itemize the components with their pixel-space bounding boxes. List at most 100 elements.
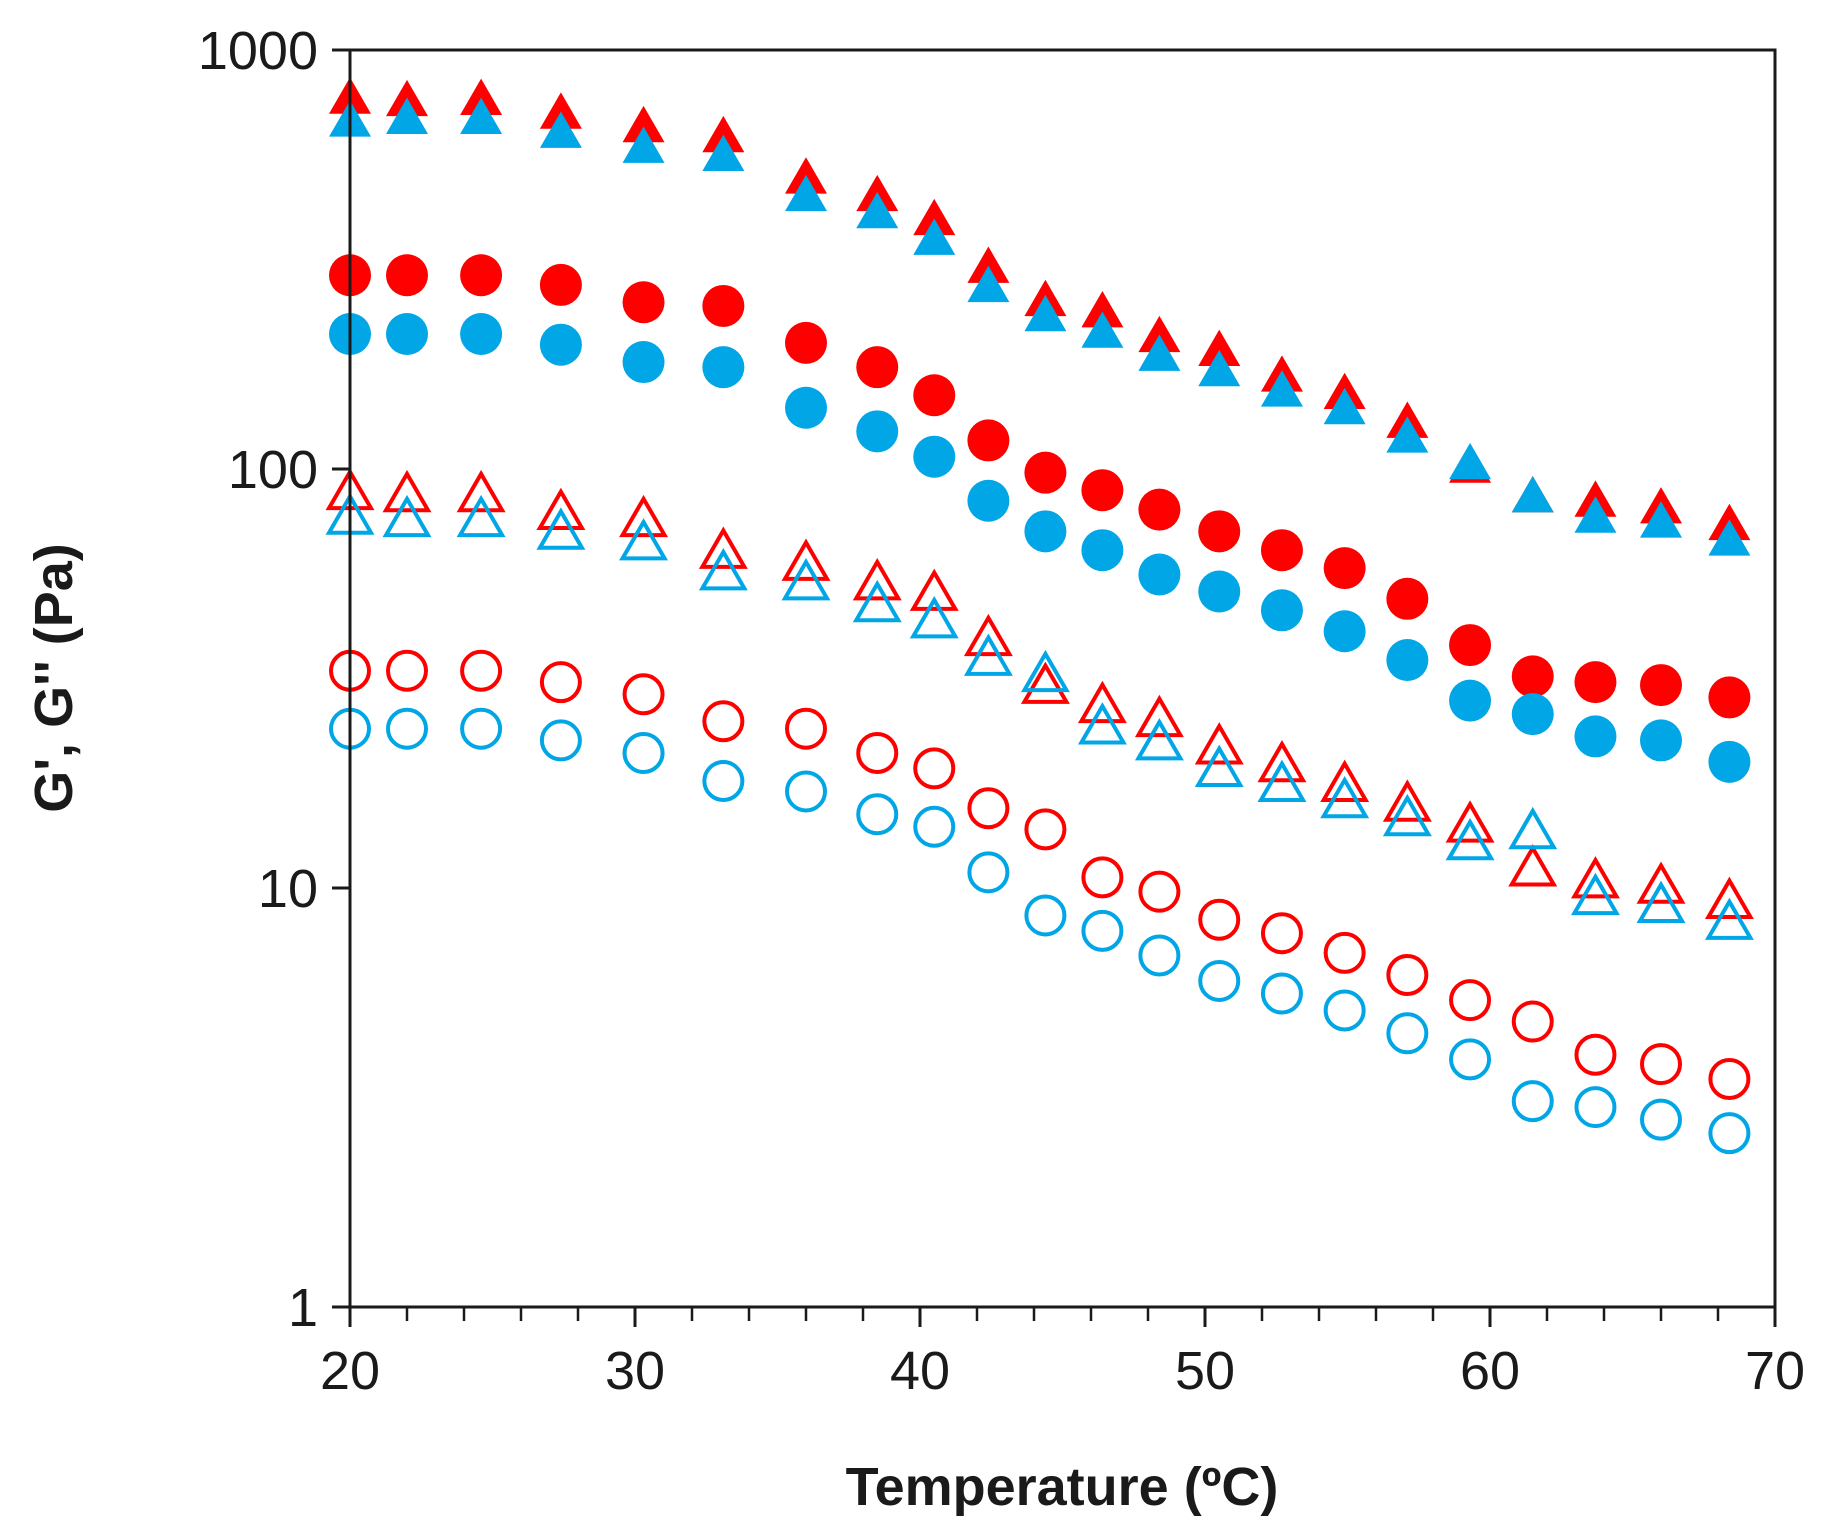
data-point-triangle	[1449, 442, 1492, 480]
data-point-circle	[1386, 639, 1429, 682]
data-point-circle	[1708, 1112, 1751, 1155]
data-point-circle	[702, 760, 745, 803]
data-point-triangle	[386, 97, 428, 134]
data-point-triangle	[781, 538, 831, 581]
data-point-circle	[622, 341, 665, 384]
data-point-triangle	[1198, 329, 1241, 367]
data-point-circle	[386, 312, 428, 355]
data-point-circle	[1081, 529, 1124, 572]
data-point-triangle	[913, 198, 956, 236]
data-point-circle	[1708, 676, 1751, 719]
data-point-circle	[1511, 1000, 1554, 1043]
data-point-triangle	[1260, 370, 1303, 407]
x-tick-label: 60	[1460, 1341, 1520, 1401]
data-point-circle	[1323, 989, 1366, 1032]
data-point-triangle	[622, 105, 665, 143]
data-point-circle	[1260, 529, 1303, 572]
data-point-triangle	[913, 218, 956, 255]
data-point-circle	[785, 321, 827, 364]
data-point-triangle	[382, 494, 432, 538]
data-point-triangle	[781, 558, 831, 601]
data-point-circle	[913, 435, 956, 478]
data-point-triangle	[1386, 416, 1429, 453]
data-point-triangle	[963, 633, 1013, 676]
data-point-triangle	[539, 92, 582, 129]
data-point-triangle	[1570, 856, 1620, 899]
data-point-triangle	[1570, 872, 1620, 916]
data-point-circle	[1260, 972, 1303, 1015]
data-point-circle	[1138, 553, 1181, 596]
data-point-circle	[622, 673, 665, 716]
data-point-circle	[1081, 469, 1124, 512]
data-point-triangle	[1257, 759, 1307, 802]
data-point-triangle	[460, 97, 503, 134]
data-point-circle	[785, 707, 827, 750]
x-tick-label: 30	[605, 1341, 665, 1401]
data-point-triangle	[1024, 294, 1067, 332]
data-point-triangle	[1138, 334, 1181, 371]
data-point-triangle	[702, 134, 745, 171]
data-point-circle	[1386, 953, 1429, 996]
data-point-circle	[1198, 570, 1241, 613]
data-point-triangle	[1708, 519, 1751, 556]
data-point-triangle	[698, 526, 748, 569]
y-tick-label: 10	[258, 859, 318, 919]
data-point-circle	[539, 323, 582, 366]
data-point-circle	[460, 649, 503, 692]
data-point-circle	[1708, 1058, 1751, 1101]
data-point-triangle	[619, 494, 669, 538]
data-point-triangle	[856, 191, 899, 229]
data-point-triangle	[460, 78, 503, 115]
data-point-triangle	[456, 469, 506, 513]
data-point-triangle	[1636, 880, 1686, 923]
data-point-circle	[386, 254, 428, 297]
data-point-circle	[1640, 664, 1682, 707]
data-point-triangle	[1134, 718, 1184, 761]
data-point-circle	[460, 254, 503, 297]
x-tick-label: 70	[1745, 1341, 1805, 1401]
data-point-triangle	[852, 558, 902, 601]
data-point-circle	[1640, 1043, 1682, 1086]
data-point-circle	[856, 410, 899, 453]
data-point-circle	[1574, 1033, 1617, 1076]
data-point-triangle	[1320, 775, 1370, 819]
data-point-circle	[1198, 510, 1241, 553]
y-tick-label: 1000	[198, 21, 318, 81]
data-point-triangle	[1574, 496, 1617, 533]
data-point-triangle	[1320, 759, 1370, 802]
data-point-circle	[785, 386, 827, 429]
data-point-circle	[460, 312, 503, 355]
data-point-circle	[1024, 451, 1067, 494]
data-point-triangle	[1194, 722, 1244, 765]
data-point-triangle	[1020, 649, 1070, 693]
data-point-triangle	[1081, 311, 1124, 348]
data-point-triangle	[698, 547, 748, 591]
y-tick-label: 1	[288, 1278, 318, 1338]
data-point-circle	[622, 281, 665, 324]
data-point-circle	[967, 419, 1010, 462]
data-point-circle	[1081, 856, 1124, 899]
data-point-circle	[967, 479, 1010, 522]
data-point-triangle	[539, 111, 582, 148]
data-point-triangle	[967, 265, 1010, 303]
x-axis-title: Temperature (ºC)	[846, 1457, 1279, 1517]
data-point-triangle	[1020, 661, 1070, 704]
data-point-triangle	[536, 507, 586, 550]
data-point-triangle	[1382, 779, 1432, 822]
data-point-triangle	[909, 568, 959, 611]
data-point-triangle	[1704, 897, 1754, 940]
data-point-circle	[1574, 1086, 1617, 1129]
data-point-circle	[1386, 1012, 1429, 1055]
data-point-circle	[1260, 589, 1303, 632]
data-point-circle	[1024, 894, 1067, 937]
data-point-circle	[1260, 912, 1303, 955]
data-point-circle	[1323, 547, 1366, 590]
data-point-circle	[856, 346, 899, 389]
data-point-triangle	[1198, 349, 1241, 387]
data-point-triangle	[1445, 817, 1495, 861]
data-point-circle	[967, 851, 1010, 894]
data-point-circle	[622, 731, 665, 774]
data-point-triangle	[1508, 844, 1558, 887]
x-tick-label: 20	[320, 1341, 380, 1401]
